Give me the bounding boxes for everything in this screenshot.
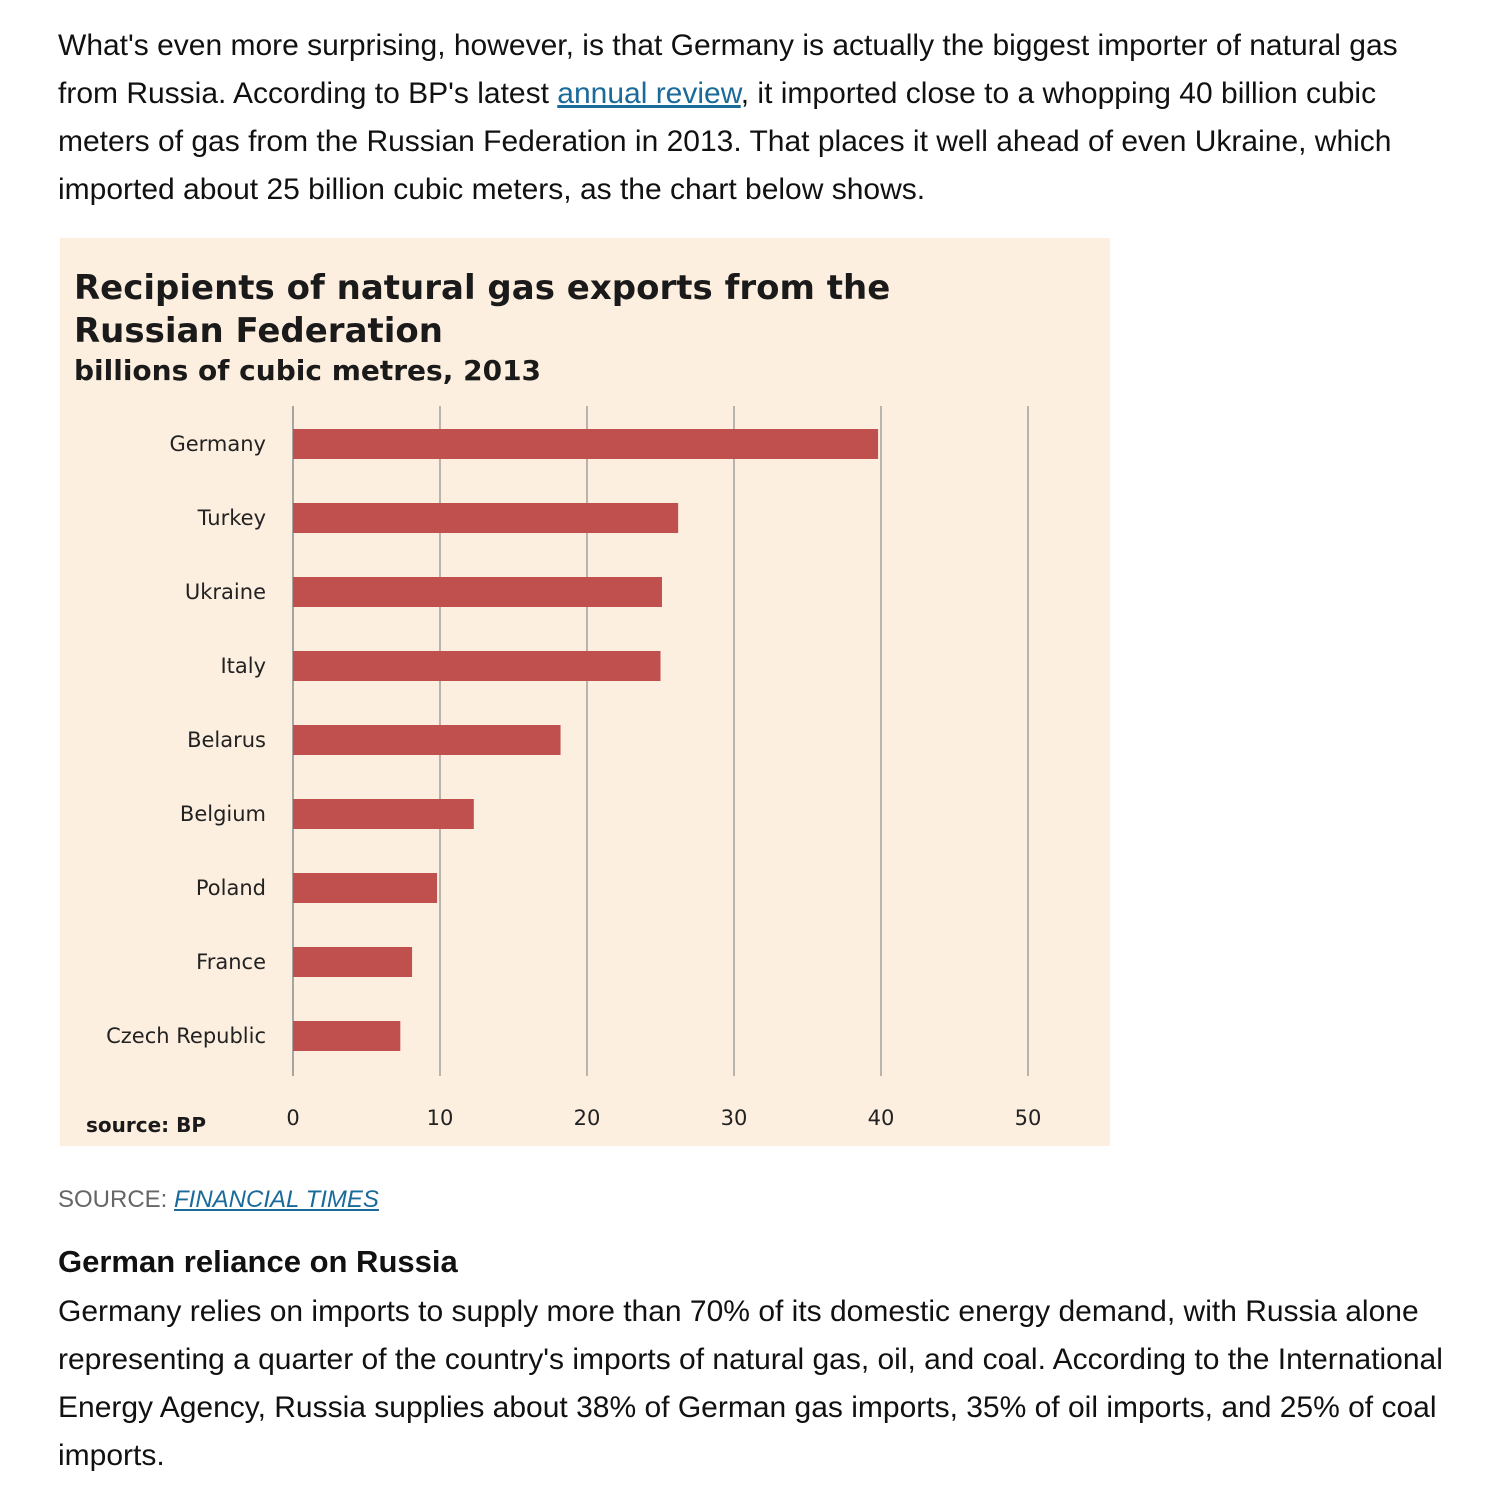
x-tick-label: 10 [427, 1106, 454, 1130]
chart-source-note: source: BP [86, 1113, 206, 1137]
annual-review-link[interactable]: annual review [557, 77, 741, 110]
intro-text-before: What's even more surprising, however, is… [58, 29, 1398, 110]
bar-chart: Recipients of natural gas exports from t… [74, 268, 1041, 1137]
x-tick-label: 0 [286, 1106, 299, 1130]
bar-italy [293, 651, 661, 681]
bar-czech-republic [293, 1021, 401, 1051]
category-label: Belgium [180, 802, 266, 826]
category-label: Ukraine [185, 580, 266, 604]
bars [293, 429, 879, 1051]
section-heading: German reliance on Russia [58, 1244, 458, 1279]
body-paragraph: Germany relies on imports to supply more… [58, 1295, 1443, 1472]
bar-germany [293, 429, 879, 459]
bar-belarus [293, 725, 561, 755]
x-tick-label: 40 [868, 1106, 895, 1130]
category-label: Italy [220, 654, 266, 678]
bar-turkey [293, 503, 679, 533]
bar-ukraine [293, 577, 662, 607]
chart-subtitle: billions of cubic metres, 2013 [74, 354, 541, 387]
x-tick-label: 20 [574, 1106, 601, 1130]
x-tick-labels: 0 10 20 30 40 50 [286, 1106, 1041, 1130]
bar-france [293, 947, 413, 977]
category-label: Turkey [197, 506, 266, 530]
source-credit: SOURCE: FINANCIAL TIMES [58, 1186, 379, 1214]
category-label: Belarus [187, 728, 266, 752]
chart-figure: Recipients of natural gas exports from t… [60, 238, 1110, 1146]
category-label: Germany [169, 432, 266, 456]
financial-times-link[interactable]: FINANCIAL TIMES [174, 1186, 379, 1213]
intro-text-after: , it imported close to a whopping 40 bil… [58, 77, 1392, 206]
bar-poland [293, 873, 438, 903]
category-label: France [196, 950, 266, 974]
category-labels: Germany Turkey Ukraine Italy Belarus Belgium P… [106, 432, 266, 1048]
bar-belgium [293, 799, 474, 829]
x-tick-label: 30 [721, 1106, 748, 1130]
chart-title-line-1: Recipients of natural gas exports from t… [74, 268, 890, 308]
chart-title-line-2: Russian Federation [74, 311, 443, 351]
category-label: Poland [196, 876, 266, 900]
intro-paragraph: What's even more surprising, however, is… [58, 22, 1458, 214]
category-label: Czech Republic [106, 1024, 266, 1048]
source-label: SOURCE: [58, 1186, 175, 1213]
x-tick-label: 50 [1015, 1106, 1042, 1130]
